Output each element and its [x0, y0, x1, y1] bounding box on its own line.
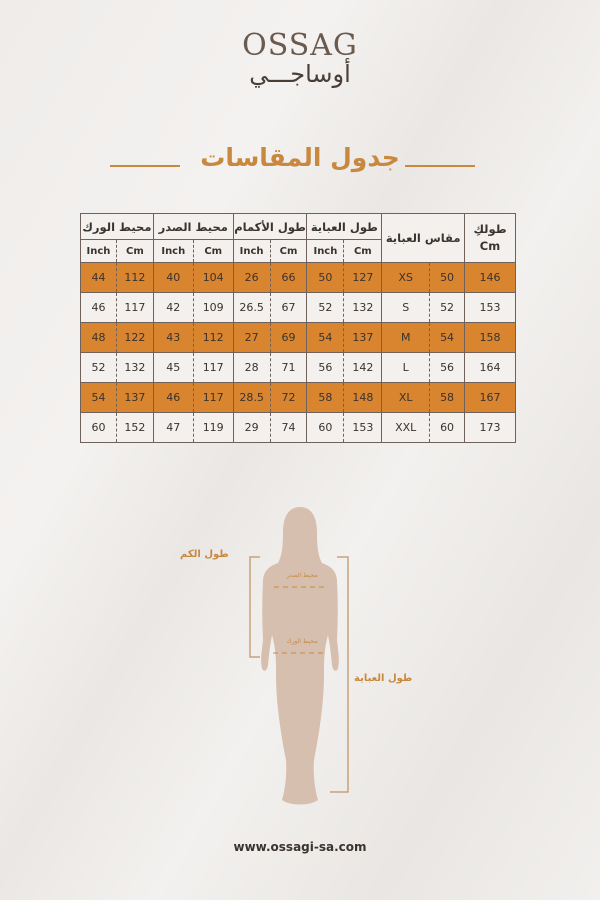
header-height: طولكِ Cm	[464, 213, 516, 263]
header-chest: محيط الصدر	[152, 213, 234, 240]
cell-chest-cm: 117	[192, 382, 234, 413]
cell-size: XL	[381, 382, 431, 413]
cell-size-num: 54	[429, 322, 465, 353]
subheader-inch: Inch	[306, 239, 345, 263]
cell-height: 167	[464, 382, 516, 413]
header-abaya-size: مقاس العباية	[381, 213, 465, 263]
cell-sleeve-cm: 67	[269, 292, 308, 323]
cell-len-cm: 153	[343, 412, 383, 443]
table-row: 46 117 42 109 26.5 67 52 132 S 52 153	[80, 292, 516, 323]
cell-len-cm: 127	[343, 262, 383, 293]
header-height-unit: Cm	[479, 239, 501, 253]
cell-len-in: 54	[306, 322, 345, 353]
cell-hip-cm: 137	[115, 382, 154, 413]
sleeve-bracket	[249, 556, 260, 658]
cell-sleeve-cm: 71	[269, 352, 308, 383]
cell-chest-in: 42	[152, 292, 194, 323]
cell-size-num: 56	[429, 352, 465, 383]
cell-height: 173	[464, 412, 516, 443]
subheader-cm: Cm	[192, 239, 234, 263]
cell-hip-in: 44	[80, 262, 117, 293]
cell-len-cm: 142	[343, 352, 383, 383]
subheader-inch: Inch	[80, 239, 117, 263]
abaya-length-bracket	[330, 556, 349, 793]
header-abaya-length: طول العباية	[306, 213, 383, 240]
cell-sleeve-in: 26.5	[232, 292, 271, 323]
subheader-inch: Inch	[232, 239, 271, 263]
cell-len-cm: 132	[343, 292, 383, 323]
subheader-inch: Inch	[152, 239, 194, 263]
cell-hip-in: 52	[80, 352, 117, 383]
table-row: 60 152 47 119 29 74 60 153 XXL 60 173	[80, 412, 516, 443]
cell-hip-cm: 112	[115, 262, 154, 293]
website-url[interactable]: www.ossagi-sa.com	[233, 840, 367, 854]
cell-sleeve-in: 26	[232, 262, 271, 293]
logo-latin: OSSAG	[242, 28, 358, 63]
cell-len-in: 56	[306, 352, 345, 383]
cell-size: L	[381, 352, 431, 383]
cell-hip-in: 46	[80, 292, 117, 323]
table-row: 54 137 46 117 28.5 72 58 148 XL 58 167	[80, 382, 516, 413]
abaya-length-label: طول العباية	[354, 673, 413, 684]
cell-hip-cm: 152	[115, 412, 154, 443]
cell-len-in: 50	[306, 262, 345, 293]
cell-len-in: 58	[306, 382, 345, 413]
hip-label: محيط الورك	[286, 638, 318, 645]
cell-size-num: 58	[429, 382, 465, 413]
subheader-cm: Cm	[269, 239, 308, 263]
cell-size-num: 50	[429, 262, 465, 293]
cell-chest-in: 47	[152, 412, 194, 443]
logo-arabic: أوساجـــي	[249, 60, 351, 88]
cell-size: XS	[381, 262, 431, 293]
cell-sleeve-in: 28.5	[232, 382, 271, 413]
sleeve-length-label: طول الكم	[180, 549, 229, 560]
page-title: جدول المقاسات	[200, 143, 400, 172]
cell-size: XXL	[381, 412, 431, 443]
title-divider-left	[110, 165, 180, 167]
cell-chest-in: 45	[152, 352, 194, 383]
table-row: 52 132 45 117 28 71 56 142 L 56 164	[80, 352, 516, 383]
cell-sleeve-in: 28	[232, 352, 271, 383]
cell-height: 158	[464, 322, 516, 353]
woman-silhouette	[261, 507, 339, 805]
cell-height: 146	[464, 262, 516, 293]
cell-hip-in: 60	[80, 412, 117, 443]
cell-hip-in: 54	[80, 382, 117, 413]
cell-size: S	[381, 292, 431, 323]
cell-height: 153	[464, 292, 516, 323]
cell-len-cm: 148	[343, 382, 383, 413]
cell-size-num: 52	[429, 292, 465, 323]
cell-size-num: 60	[429, 412, 465, 443]
cell-hip-cm: 117	[115, 292, 154, 323]
cell-size: M	[381, 322, 431, 353]
subheader-cm: Cm	[115, 239, 154, 263]
cell-sleeve-cm: 66	[269, 262, 308, 293]
header-sleeve: طول الأكمام	[232, 213, 308, 240]
table-row: 48 122 43 112 27 69 54 137 M 54 158	[80, 322, 516, 353]
cell-height: 164	[464, 352, 516, 383]
cell-len-in: 60	[306, 412, 345, 443]
cell-chest-in: 46	[152, 382, 194, 413]
size-table: محيط الورك محيط الصدر طول الأكمام طول ال…	[80, 213, 516, 443]
header-height-label: طولكِ	[473, 222, 507, 236]
cell-chest-cm: 104	[192, 262, 234, 293]
cell-chest-cm: 117	[192, 352, 234, 383]
cell-sleeve-in: 29	[232, 412, 271, 443]
cell-chest-cm: 119	[192, 412, 234, 443]
cell-hip-in: 48	[80, 322, 117, 353]
cell-sleeve-cm: 74	[269, 412, 308, 443]
title-divider-right	[405, 165, 475, 167]
cell-chest-in: 43	[152, 322, 194, 353]
chest-label: محيط الصدر	[286, 572, 318, 579]
